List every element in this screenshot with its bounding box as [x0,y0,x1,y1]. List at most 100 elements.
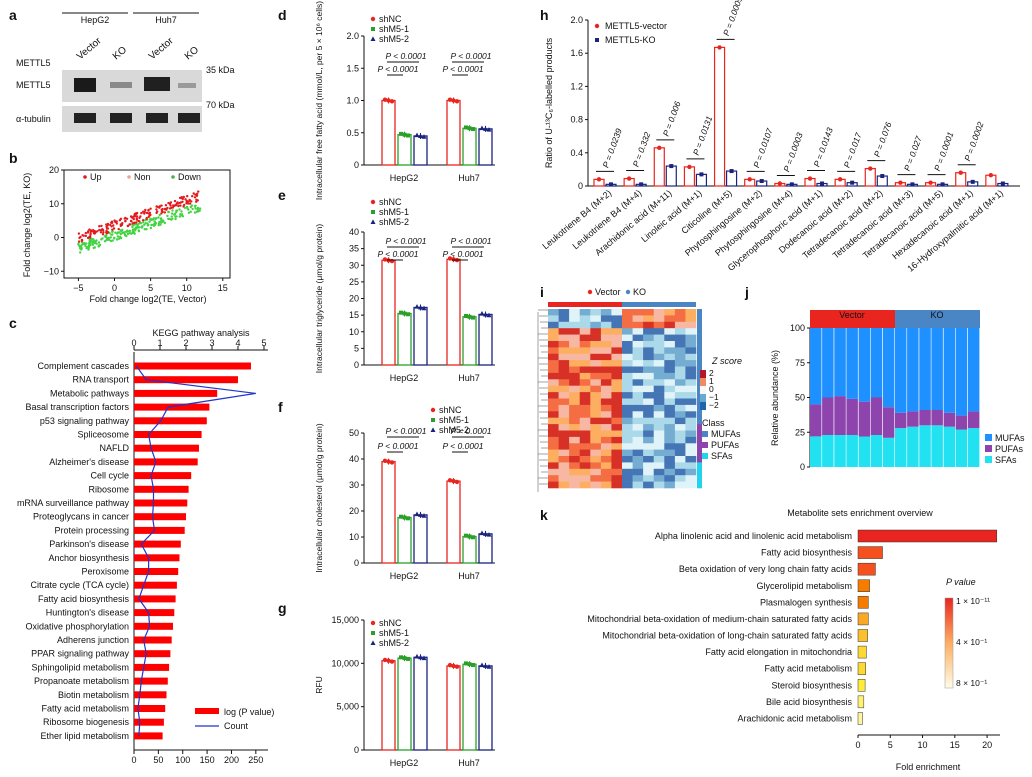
heatmap-cell [653,321,665,329]
scatter-point [98,225,101,228]
y-tick-label: 50 [349,428,359,438]
data-point [820,181,824,186]
heatmap-cell [558,462,570,470]
scatter-point [126,224,130,228]
scatter-point [132,217,135,221]
heatmap-cell [579,385,591,393]
heatmap-cell [664,398,676,406]
stack-mufas-12 [955,328,968,416]
data-point [483,531,488,536]
data-point [447,662,453,668]
scatter-point [133,213,136,217]
scatter-point [119,217,123,220]
y-tick-label: 100 [790,323,805,333]
heatmap-cell [611,456,623,463]
heatmap-cell [685,366,697,374]
heatmap-cell [653,404,665,412]
heatmap-cell [685,341,697,348]
scatter-point [180,214,183,217]
heatmap-cell [622,334,633,342]
legend-marker [595,38,599,42]
heatmap-cell [674,328,686,335]
heatmap-cell [558,449,570,457]
heatmap-cell [590,379,602,386]
heatmap-cell [579,462,591,470]
group-legend-ko: KO [633,287,646,297]
heatmap-cell [548,468,559,476]
stack-sfas-13 [967,428,980,467]
blot-band-mettl5-1 [110,82,132,88]
heatmap-cell [674,443,686,450]
data-point [479,530,485,536]
y-tick-label: 1.5 [346,63,359,73]
scatter-point [196,208,199,212]
scatter-point [191,195,194,198]
legend-label-pufas: PUFAs [995,444,1024,454]
legend-marker [594,23,600,29]
data-point [464,125,468,130]
heatmap-cell [611,353,623,361]
data-point [837,177,843,182]
heatmap-cell [548,449,559,457]
heatmap-cell [622,404,633,412]
heatmap-cell [674,341,686,348]
heatmap-cell [622,309,633,316]
bar-shnc-1 [446,258,461,366]
heatmap-cell [632,424,644,431]
data-point [486,532,492,537]
legend-label-shnc: shNC [379,618,402,628]
bar-shm5-1-0 [397,516,412,564]
pvalue-label: P = 0.332 [631,130,653,168]
x-tick-label-4: 15 [218,283,228,293]
y-tick-label: 35 [349,244,359,254]
heatmap-cell [569,385,580,393]
heatmap-cell [548,481,559,489]
stack-mufas-1 [822,328,834,398]
heatmap-cell [569,443,580,450]
heatmap-cell [685,475,697,482]
scatter-point [148,220,151,223]
heatmap-cell [590,347,602,355]
heatmap-cell [569,347,580,355]
heatmap-cell [569,334,580,342]
heatmap-cell [611,379,623,386]
bar-16 [134,581,177,589]
scatter-point [144,208,147,212]
heatmap-cell [569,341,580,348]
scatter-point [139,215,142,218]
heatmap-cell [600,424,612,431]
bar-shm5-1-1 [462,316,477,366]
class-label-pufas: PUFAs [711,440,740,450]
class-swatch-mufas [702,431,708,437]
top-tick-label-3: 3 [209,338,214,348]
heatmap-cell [579,468,591,476]
data-point [454,99,460,104]
chart-title: KEGG pathway analysis [152,328,250,338]
scatter-point [99,231,103,234]
scatter-point [118,231,121,234]
significance-label: P < 0.0001 [377,441,418,451]
bar-shm5-2-0 [413,306,428,366]
heatmap-cell [664,404,676,412]
bottom-tick-label-4: 200 [224,755,239,765]
heatmap-cell [664,353,676,361]
heatmap-cell [653,341,665,348]
heatmap-cell [643,328,654,335]
x-tick-label-0: −5 [73,283,83,293]
pvalue-tick-0: 1 × 10⁻¹¹ [956,596,990,606]
x-axis-label: Fold change log2(TE, Vector) [89,294,206,304]
heatmap-cell [622,411,633,418]
bar-17 [134,595,176,603]
heatmap-cell [600,366,612,374]
bar-8 [134,472,192,480]
scatter-point [113,236,116,239]
class-annotation-cell [697,341,702,348]
bar-shm5-1-1 [462,663,477,751]
category-label-11: Proteoglycans in cancer [33,512,129,522]
scatter-point [195,200,198,203]
heatmap-cell [558,398,570,406]
legend-label-shnc: shNC [379,14,402,24]
top-tick-label-5: 5 [261,338,266,348]
scatter-point [123,217,127,220]
pvalue-label: P = 0.0107 [751,127,775,169]
